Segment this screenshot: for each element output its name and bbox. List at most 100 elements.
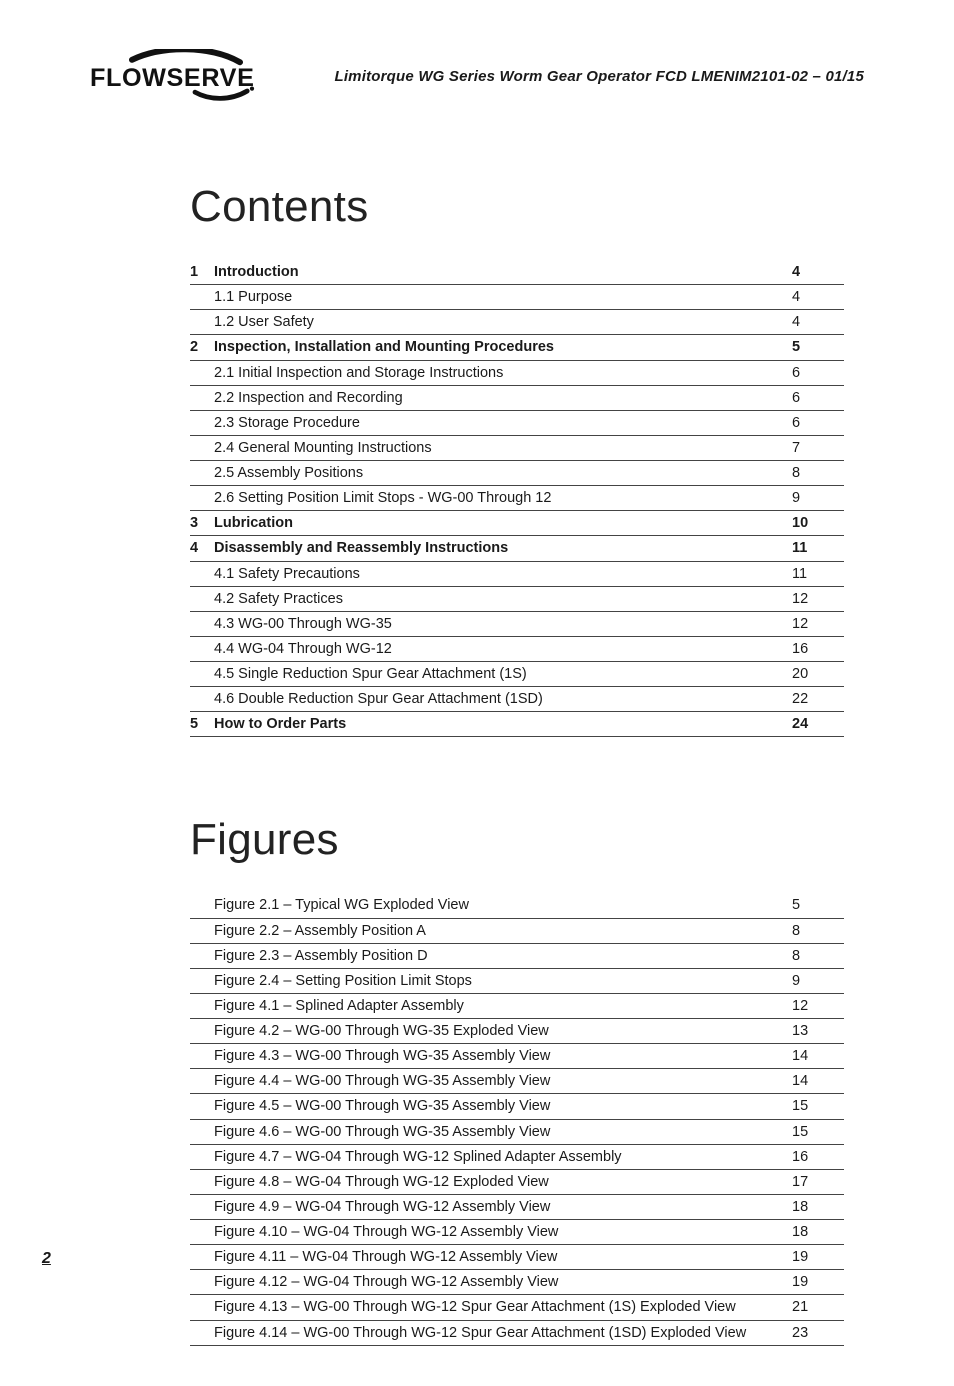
figures-table: Figure 2.1 – Typical WG Exploded View5Fi…: [190, 893, 844, 1345]
contents-row-number: [190, 636, 214, 661]
contents-row-page: 12: [784, 586, 844, 611]
contents-row: 2.4 General Mounting Instructions7: [190, 435, 844, 460]
contents-row: 2.1 Initial Inspection and Storage Instr…: [190, 360, 844, 385]
contents-row: 2.3 Storage Procedure6: [190, 410, 844, 435]
figures-row: Figure 4.8 – WG-04 Through WG-12 Explode…: [190, 1169, 844, 1194]
figures-row: Figure 4.10 – WG-04 Through WG-12 Assemb…: [190, 1220, 844, 1245]
figures-row-title: Figure 2.3 – Assembly Position D: [214, 943, 784, 968]
contents-row-title: 2.1 Initial Inspection and Storage Instr…: [214, 360, 784, 385]
contents-row-page: 4: [784, 285, 844, 310]
figures-row-page: 18: [784, 1220, 844, 1245]
contents-row-page: 6: [784, 360, 844, 385]
contents-row-title: 1.1 Purpose: [214, 285, 784, 310]
figures-row-title: Figure 4.4 – WG-00 Through WG-35 Assembl…: [214, 1069, 784, 1094]
contents-row-page: 9: [784, 486, 844, 511]
contents-row-number: [190, 360, 214, 385]
figures-row-page: 21: [784, 1295, 844, 1320]
contents-table: 1Introduction41.1 Purpose41.2 User Safet…: [190, 260, 844, 737]
figures-row-page: 17: [784, 1169, 844, 1194]
svg-text:FLOWSERVE: FLOWSERVE: [90, 64, 254, 92]
contents-row-number: [190, 410, 214, 435]
flowserve-logo: FLOWSERVE: [90, 48, 270, 104]
page-number: 2: [42, 1250, 51, 1268]
figures-row: Figure 2.4 – Setting Position Limit Stop…: [190, 968, 844, 993]
contents-row-page: 4: [784, 260, 844, 285]
header: FLOWSERVE Limitorque WG Series Worm Gear…: [90, 48, 864, 104]
figures-row: Figure 4.11 – WG-04 Through WG-12 Assemb…: [190, 1245, 844, 1270]
contents-row: 4.4 WG-04 Through WG-1216: [190, 636, 844, 661]
contents-row-number: [190, 662, 214, 687]
figures-row-title: Figure 4.13 – WG-00 Through WG-12 Spur G…: [214, 1295, 784, 1320]
figures-row-page: 5: [784, 893, 844, 918]
figures-row-page: 19: [784, 1245, 844, 1270]
contents-row-number: [190, 611, 214, 636]
contents-row: 1Introduction4: [190, 260, 844, 285]
contents-row-title: 4.4 WG-04 Through WG-12: [214, 636, 784, 661]
contents-row-number: 4: [190, 536, 214, 561]
contents-row-title: 2.6 Setting Position Limit Stops - WG-00…: [214, 486, 784, 511]
figures-row: Figure 4.3 – WG-00 Through WG-35 Assembl…: [190, 1044, 844, 1069]
figures-row-title: Figure 2.1 – Typical WG Exploded View: [214, 893, 784, 918]
contents-row-number: [190, 687, 214, 712]
figures-row: Figure 4.1 – Splined Adapter Assembly12: [190, 993, 844, 1018]
figures-row-title: Figure 2.2 – Assembly Position A: [214, 918, 784, 943]
figures-row-title: Figure 4.1 – Splined Adapter Assembly: [214, 993, 784, 1018]
contents-row-title: 1.2 User Safety: [214, 310, 784, 335]
contents-row: 4.3 WG-00 Through WG-3512: [190, 611, 844, 636]
figures-row-title: Figure 4.9 – WG-04 Through WG-12 Assembl…: [214, 1194, 784, 1219]
figures-row: Figure 4.2 – WG-00 Through WG-35 Explode…: [190, 1019, 844, 1044]
figures-block: Figures Figure 2.1 – Typical WG Exploded…: [190, 815, 844, 1345]
contents-row-page: 6: [784, 385, 844, 410]
figures-row-title: Figure 4.8 – WG-04 Through WG-12 Explode…: [214, 1169, 784, 1194]
figures-row-page: 16: [784, 1144, 844, 1169]
figures-row-spacer: [190, 1295, 214, 1320]
figures-row: Figure 4.13 – WG-00 Through WG-12 Spur G…: [190, 1295, 844, 1320]
figures-row-page: 9: [784, 968, 844, 993]
contents-row: 1.2 User Safety4: [190, 310, 844, 335]
contents-row-title: Introduction: [214, 260, 784, 285]
figures-row: Figure 4.6 – WG-00 Through WG-35 Assembl…: [190, 1119, 844, 1144]
contents-row-number: 5: [190, 712, 214, 737]
contents-row-page: 22: [784, 687, 844, 712]
figures-row-spacer: [190, 1169, 214, 1194]
figures-row: Figure 4.4 – WG-00 Through WG-35 Assembl…: [190, 1069, 844, 1094]
content: Contents 1Introduction41.1 Purpose41.2 U…: [190, 182, 844, 1346]
contents-row: 4.5 Single Reduction Spur Gear Attachmen…: [190, 662, 844, 687]
figures-row-page: 15: [784, 1119, 844, 1144]
contents-row-page: 24: [784, 712, 844, 737]
figures-row-spacer: [190, 1094, 214, 1119]
contents-row-number: [190, 435, 214, 460]
figures-row-page: 14: [784, 1069, 844, 1094]
contents-row-number: 3: [190, 511, 214, 536]
figures-row-spacer: [190, 1019, 214, 1044]
contents-row-title: 4.3 WG-00 Through WG-35: [214, 611, 784, 636]
contents-row-page: 20: [784, 662, 844, 687]
figures-row: Figure 2.1 – Typical WG Exploded View5: [190, 893, 844, 918]
contents-heading: Contents: [190, 182, 844, 232]
contents-row-page: 12: [784, 611, 844, 636]
figures-row-title: Figure 4.6 – WG-00 Through WG-35 Assembl…: [214, 1119, 784, 1144]
figures-row-spacer: [190, 893, 214, 918]
figures-row-page: 13: [784, 1019, 844, 1044]
figures-row-page: 19: [784, 1270, 844, 1295]
contents-row-title: Disassembly and Reassembly Instructions: [214, 536, 784, 561]
figures-row-spacer: [190, 1245, 214, 1270]
figures-row-title: Figure 2.4 – Setting Position Limit Stop…: [214, 968, 784, 993]
contents-row-page: 10: [784, 511, 844, 536]
contents-row-title: 2.3 Storage Procedure: [214, 410, 784, 435]
figures-row-spacer: [190, 1220, 214, 1245]
document-title: Limitorque WG Series Worm Gear Operator …: [334, 68, 864, 85]
figures-row-title: Figure 4.2 – WG-00 Through WG-35 Explode…: [214, 1019, 784, 1044]
contents-row-page: 8: [784, 461, 844, 486]
figures-heading: Figures: [190, 815, 844, 865]
figures-row-title: Figure 4.10 – WG-04 Through WG-12 Assemb…: [214, 1220, 784, 1245]
figures-row-spacer: [190, 1044, 214, 1069]
contents-row: 2Inspection, Installation and Mounting P…: [190, 335, 844, 360]
figures-row-page: 23: [784, 1320, 844, 1345]
contents-row-number: [190, 561, 214, 586]
figures-row-title: Figure 4.7 – WG-04 Through WG-12 Splined…: [214, 1144, 784, 1169]
figures-row-title: Figure 4.5 – WG-00 Through WG-35 Assembl…: [214, 1094, 784, 1119]
contents-row-page: 5: [784, 335, 844, 360]
contents-row: 2.6 Setting Position Limit Stops - WG-00…: [190, 486, 844, 511]
figures-row-spacer: [190, 968, 214, 993]
